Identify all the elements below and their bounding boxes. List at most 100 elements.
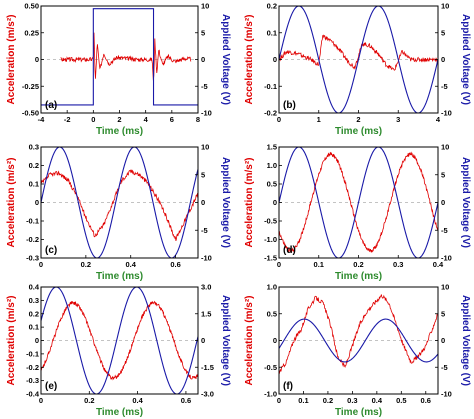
x-axis-label: Time (ms) (335, 126, 382, 137)
y2-tick-label: 10 (201, 2, 209, 11)
y-tick-label: -0.1 (264, 82, 277, 91)
panel-label: (b) (283, 100, 296, 111)
x-tick-label: 1 (317, 115, 321, 124)
x-tick-label: 0 (277, 260, 281, 269)
acceleration-series (278, 34, 439, 71)
voltage-series (278, 318, 439, 363)
y2-tick-label: 10 (441, 2, 449, 11)
y2-tick-label: 0 (441, 336, 445, 345)
y-tick-label: 0 (35, 55, 39, 64)
x-tick-label: 4 (144, 115, 149, 124)
x-tick-label: 0.2 (323, 396, 333, 405)
x-tick-label: 2 (356, 115, 360, 124)
y-axis-label: Acceleration (m/s²) (6, 295, 17, 385)
x-tick-label: -4 (38, 115, 45, 124)
y2-axis-label: Applied Voltage (V) (220, 14, 231, 105)
voltage-series (278, 146, 439, 259)
y-tick-label: 0.1 (29, 180, 39, 189)
x-axis-label: Time (ms) (96, 407, 143, 418)
y-tick-label: 0.25 (24, 28, 39, 37)
y-tick-label: -0.2 (26, 363, 39, 372)
panel-c: 0 0.2 0.4 0.6 -0.3 -0.2 -0.1 0 0.1 0.2 0.3 -10 -5 0 5 1… (6, 143, 231, 283)
y2-tick-label: -5 (201, 226, 208, 235)
y2-tick-label: -10 (201, 254, 212, 263)
y-tick-label: -0.5 (264, 217, 277, 226)
x-axis-label: Time (ms) (335, 407, 382, 418)
x-tick-label: 8 (196, 115, 200, 124)
y2-axis-label: Applied Voltage (V) (220, 157, 231, 248)
y-tick-label: 0 (35, 336, 39, 345)
y2-tick-label: 0 (201, 55, 205, 64)
x-tick-label: 0.2 (353, 260, 363, 269)
panel-label: (d) (283, 245, 296, 256)
y2-tick-label: -1.5 (201, 363, 214, 372)
y-tick-label: -0.3 (26, 254, 39, 263)
x-tick-label: 0.6 (421, 396, 431, 405)
y2-tick-label: 0 (441, 55, 445, 64)
y-tick-label: 0 (35, 198, 39, 207)
acceleration-series (60, 32, 192, 81)
y-tick-label: 1.0 (267, 161, 277, 170)
panel-label: (c) (45, 245, 57, 256)
x-tick-label: 0.6 (170, 260, 180, 269)
y-tick-label: 0.1 (29, 323, 39, 332)
y2-tick-label: 3.0 (201, 283, 211, 292)
x-tick-label: 0.1 (298, 396, 308, 405)
y2-axis-label: Applied Voltage (V) (460, 14, 471, 105)
y-tick-label: -0.2 (26, 235, 39, 244)
x-tick-label: 0.2 (84, 396, 94, 405)
y-tick-label: 0.2 (267, 2, 277, 11)
y-tick-label: -0.5 (264, 363, 277, 372)
y-tick-label: 0.2 (29, 161, 39, 170)
x-tick-label: 0 (277, 115, 281, 124)
y2-tick-label: -5 (201, 82, 208, 91)
panel-e: 0 0.2 0.4 0.6 -0.4 -0.3 -0.2 -0.1 0 0.1 0.2 0.3 0.4 -… (6, 283, 231, 419)
y-tick-label: -0.50 (22, 109, 39, 118)
y-tick-label: 0.1 (267, 28, 277, 37)
acceleration-series (278, 294, 439, 375)
x-tick-label: 2 (117, 115, 121, 124)
y-tick-label: 0 (273, 198, 277, 207)
x-tick-label: 0.5 (396, 396, 406, 405)
voltage-series (40, 286, 199, 395)
y2-tick-label: 10 (441, 283, 449, 292)
y-axis-label: Acceleration (m/s²) (6, 14, 17, 104)
panel-b: 0 1 2 3 4 -0.2 -0.1 0 0.1 0.2 -10 -5 0 5 10 Time (ms) Ac… (244, 2, 471, 138)
y-tick-label: -1.5 (264, 254, 277, 263)
x-tick-label: 0.6 (181, 396, 191, 405)
y-tick-label: 0 (273, 336, 277, 345)
y-tick-label: 0.2 (29, 309, 39, 318)
y2-tick-label: 1.5 (201, 309, 211, 318)
panel-f: 0 0.1 0.2 0.3 0.4 0.5 0.6 -1.0 -0.5 0 0.5 1.0 -10 -5 0… (244, 283, 471, 419)
y-tick-label: 0.50 (24, 2, 39, 11)
y2-tick-label: -5 (441, 363, 448, 372)
panel-a: -4 -2 0 2 4 6 8 -0.50 -0.25 0 0.25 0.50 -10 -5 0 5 10 Tim… (6, 2, 231, 138)
y2-tick-label: -10 (201, 109, 212, 118)
voltage-series (278, 5, 439, 114)
y-tick-label: -0.1 (26, 349, 39, 358)
x-tick-label: 4 (436, 115, 441, 124)
x-axis-label: Time (ms) (96, 126, 143, 137)
panel-d: 0 0.1 0.2 0.3 0.4 -1.5 -1.0 -0.5 0 0.5 1.0 1.5 -10 -5… (244, 143, 471, 283)
y2-tick-label: 10 (441, 143, 449, 152)
x-tick-label: 6 (170, 115, 174, 124)
acceleration-series (40, 169, 199, 241)
y-tick-label: -1.0 (264, 390, 277, 399)
x-tick-label: 0.3 (393, 260, 403, 269)
x-tick-label: 0 (39, 260, 43, 269)
x-tick-label: 0.4 (125, 260, 136, 269)
y2-tick-label: 5 (441, 309, 445, 318)
y-axis-label: Acceleration (m/s²) (244, 14, 255, 104)
y2-tick-label: 5 (441, 28, 445, 37)
y-tick-label: 1.5 (267, 143, 277, 152)
y-tick-label: 0.3 (29, 143, 39, 152)
y2-tick-label: 5 (441, 170, 445, 179)
y2-tick-label: -10 (441, 390, 452, 399)
x-tick-label: 0 (39, 396, 43, 405)
y-tick-label: -1.0 (264, 235, 277, 244)
x-tick-label: 0.2 (81, 260, 91, 269)
x-tick-label: 0.4 (132, 396, 143, 405)
x-tick-label: 0 (91, 115, 95, 124)
y-tick-label: -0.2 (264, 109, 277, 118)
